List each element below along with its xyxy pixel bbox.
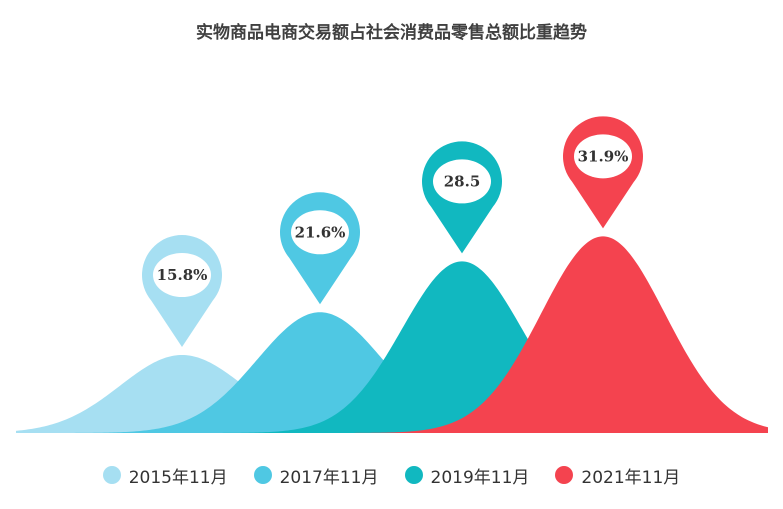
pin-label-bg: [153, 253, 211, 297]
pin-label-bg: [574, 134, 632, 179]
area-2: [16, 261, 768, 433]
data-label: 21.6%: [295, 223, 346, 241]
chart-title: 实物商品电商交易额占社会消费品零售总额比重趋势: [196, 23, 587, 43]
legend-item-2017[interactable]: 2017年11月: [253, 463, 379, 488]
data-label: 28.5: [444, 172, 481, 190]
legend: 2015年11月 2017年11月 2019年11月 2021年11月: [0, 458, 783, 492]
value-pin: 31.9%: [563, 116, 643, 229]
legend-label: 2019年11月: [430, 467, 530, 488]
legend-item-2015[interactable]: 2015年11月: [102, 463, 228, 488]
value-pin: 28.5: [422, 141, 502, 254]
area-3: [16, 236, 768, 433]
data-label: 15.8%: [157, 266, 208, 284]
legend-label: 2015年11月: [128, 467, 228, 488]
data-label: 31.9%: [578, 147, 629, 165]
legend-item-2019[interactable]: 2019年11月: [404, 463, 530, 488]
value-pin: 15.8%: [142, 235, 223, 347]
legend-swatch: [253, 466, 272, 484]
legend-swatch: [555, 466, 574, 484]
legend-swatch: [404, 466, 423, 484]
pin-label-bg: [433, 159, 491, 204]
legend-label: 2017年11月: [279, 467, 379, 488]
legend-swatch: [102, 466, 121, 484]
legend-item-2021[interactable]: 2021年11月: [555, 463, 680, 488]
legend-label: 2021年11月: [581, 467, 681, 488]
value-pin: 21.6%: [280, 192, 360, 305]
pin-label-bg: [291, 210, 349, 255]
